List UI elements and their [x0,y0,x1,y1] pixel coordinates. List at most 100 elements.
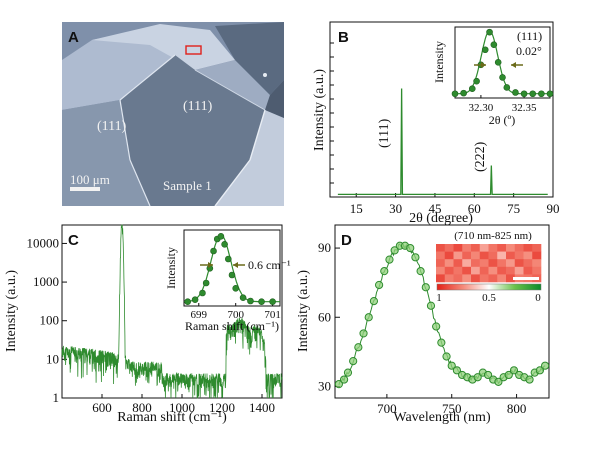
pl-map-title: (710 nm-825 nm) [454,230,532,242]
pl-heatmap-cell [488,266,498,275]
pl-colorbar-tick-0-5: 0.5 [482,292,496,304]
pl-heatmap-cell [532,251,542,260]
raman-x-tick-label: 600 [92,400,112,415]
raman-inset-x-tick-label: 701 [264,309,281,321]
pl-heatmap-cell [497,259,507,268]
pl-point [525,375,534,384]
pl-heatmap-cell [471,266,481,275]
xrd-inset-point [538,90,545,98]
pl-heatmap-cell [471,251,481,260]
sem-facet-label-upper: (111) [183,99,213,114]
pl-heatmap-cell [462,251,472,260]
pl-x-ticks: 700 750 800 [377,394,526,416]
pl-heatmap-cell [444,244,454,252]
xrd-inset-point [473,77,480,85]
panel-d: D 700 750 800 30 60 90 Wavelength (nm) Inten… [296,224,550,425]
raman-inset-point [225,255,232,263]
pl-heatmap-cell [453,244,463,252]
pl-heatmap-cell [497,274,507,283]
pl-point [442,352,451,361]
raman-x-tick-label: 1000 [169,400,195,415]
xrd-x-tick-label: 15 [350,201,363,216]
xrd-x-axis-title: 2θ (degree) [409,211,473,226]
pl-point [354,343,363,352]
xrd-inset-point [503,84,511,91]
xrd-x-tick-label: 90 [547,201,560,216]
pl-heatmap-cell [462,266,472,275]
pl-heatmap-cell [506,251,516,260]
sem-image [62,22,284,206]
pl-heatmap-cell [488,274,498,283]
xrd-inset-point [468,85,476,93]
pl-point [349,356,358,366]
raman-y-tick-label: 10 [46,351,59,366]
raman-inset-point [217,233,225,240]
xrd-x-tick-label: 60 [468,201,481,216]
pl-map-scale-bar [513,277,539,280]
raman-inset-point [191,296,199,303]
xrd-inset-x-tick-label: 32.35 [512,102,537,114]
pl-heatmap-cell [436,266,446,275]
raman-inset-point [269,298,276,305]
pl-points [334,241,550,389]
pl-point [390,246,399,255]
pl-heatmap-cell [488,251,498,260]
xrd-inset-point [512,89,519,96]
pl-heatmap-cell [436,274,446,283]
pl-map-inset: (710 nm-825 nm) 1 0.5 0 [436,230,542,304]
xrd-inset-peak-label: (111) [517,29,542,43]
pl-heatmap-cell [488,244,498,252]
raman-inset-point [184,298,191,305]
xrd-x-tick-label: 30 [389,201,402,216]
pl-heatmap-cell [523,251,533,260]
pl-heatmap-cell [436,244,446,252]
xrd-inset-point [520,90,528,98]
xrd-inset-fwhm-arrows [474,62,523,68]
xrd-inset-fwhm-label: 0.02° [516,44,542,58]
panel-letter-c: C [68,232,79,249]
pl-point [494,377,503,386]
raman-y-ticks: 1 10 100 1000 10000 [27,235,67,405]
raman-inset-point [228,271,236,279]
pl-colorbar [436,283,542,291]
pl-y-ticks: 30 60 90 [318,240,340,393]
pl-x-tick-label: 750 [442,401,462,416]
pl-x-tick-label: 700 [377,401,397,416]
pl-heatmap-cell [532,266,542,275]
pl-point [535,366,545,375]
xrd-inset-points [451,28,554,98]
xrd-inset-x-tick-label: 32.30 [469,102,494,114]
xrd-y-ticks [330,42,334,184]
xrd-inset-point [451,90,459,98]
pl-heatmap-cell [479,259,489,268]
xrd-peak-label-222: (222) [473,141,488,172]
xrd-inset-point [494,59,502,66]
xrd-inset-point [546,90,554,98]
pl-heatmap-cell [506,259,516,268]
pl-heatmap-cell [532,244,542,252]
raman-inset-x-tick-label: 699 [191,309,208,321]
sample-label: Sample 1 [163,178,212,193]
pl-colorbar-tick-0: 0 [535,292,541,304]
pl-x-axis-title: Wavelength (nm) [393,410,491,425]
pl-heatmap-cell [471,244,481,252]
pl-heatmap-cell [436,259,446,268]
pl-heatmap-cell [497,266,507,275]
pl-point [432,322,441,331]
xrd-y-axis-title: Intensity (a.u.) [312,69,327,151]
pl-heatmap-cell [497,244,507,252]
pl-heatmap-cell [453,251,463,260]
raman-x-ticks: 600 800 1000 1200 1400 [92,394,275,415]
xrd-series-line [337,88,548,196]
xrd-x-tick-label: 75 [507,201,520,216]
pl-y-tick-label: 60 [318,309,331,324]
pl-heatmap-cell [523,259,533,268]
pl-y-tick-label: 90 [318,240,331,255]
pl-heatmap-cell [444,266,454,275]
pl-heatmap-cell [532,259,542,268]
pl-point [364,313,373,322]
pl-point [369,297,379,306]
xrd-x-tick-label: 45 [428,201,441,216]
pl-point [406,243,415,253]
